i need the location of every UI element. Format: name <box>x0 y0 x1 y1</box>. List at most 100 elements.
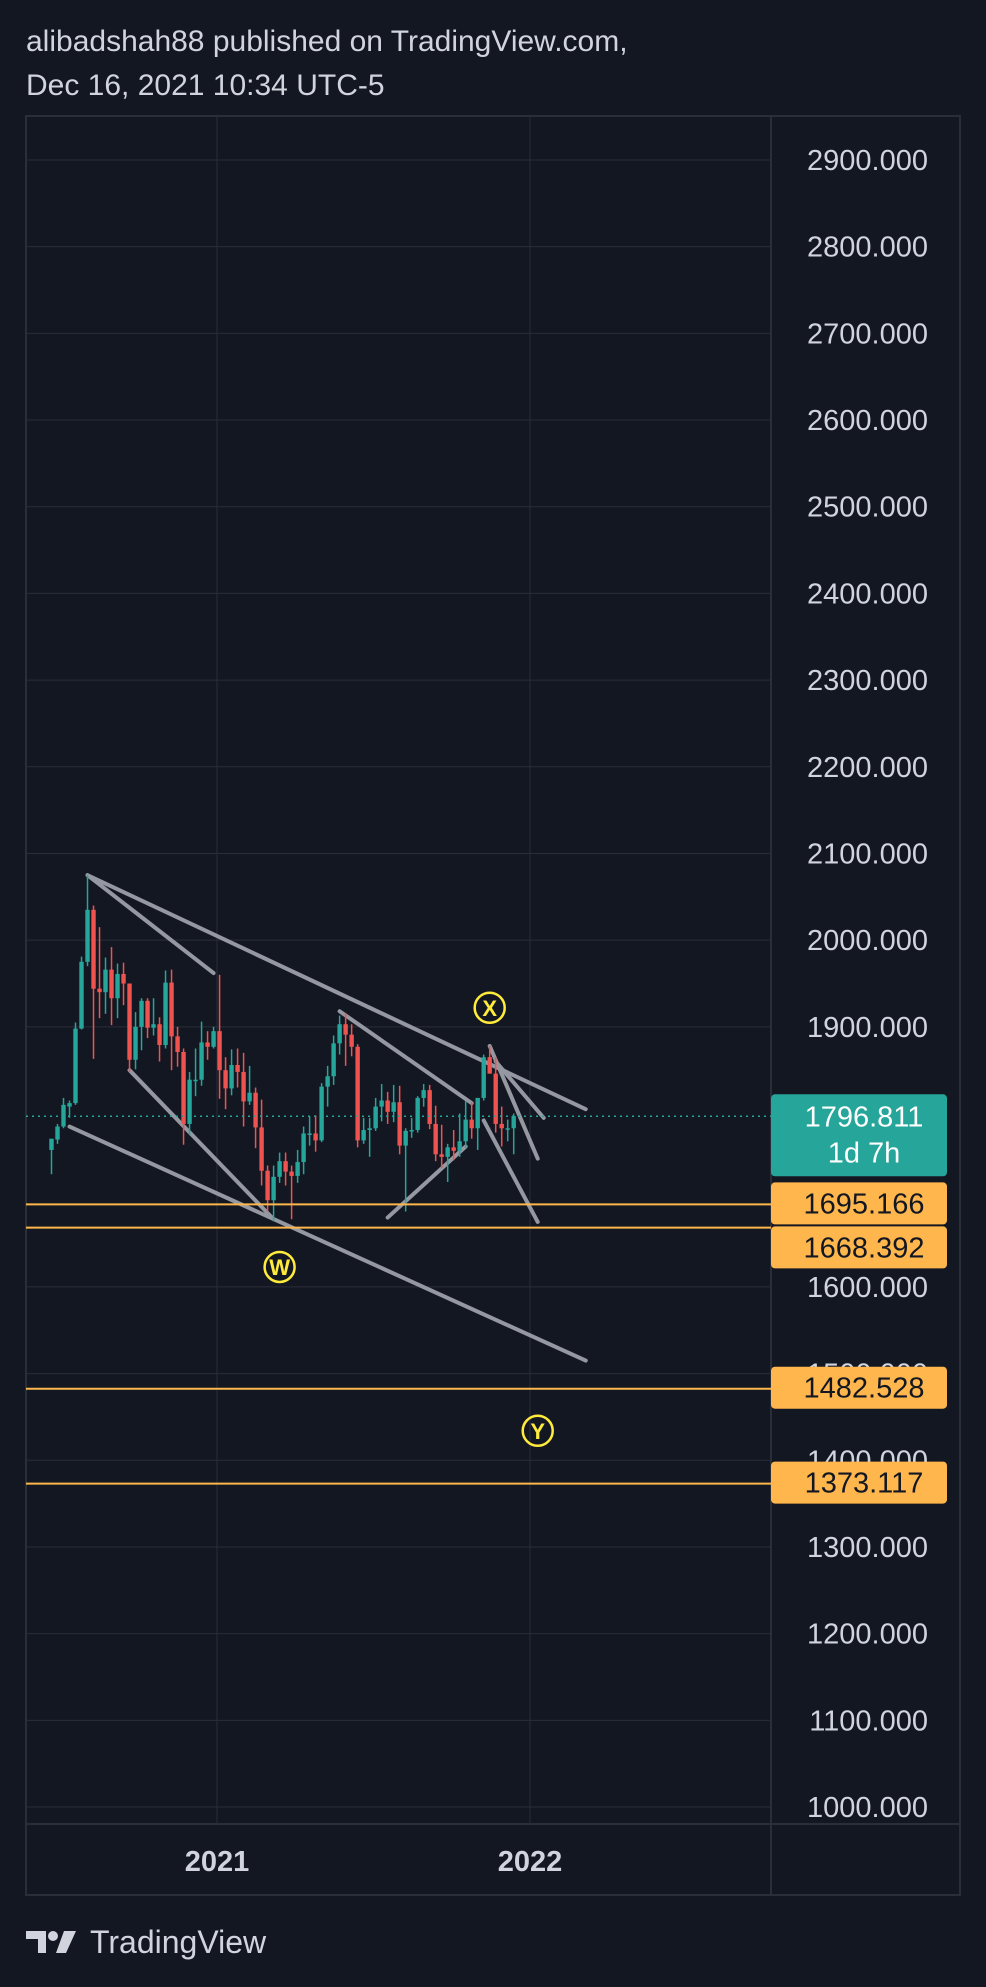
level-badge <box>771 1366 947 1409</box>
candle-body <box>253 1092 258 1128</box>
level-badge <box>771 1461 947 1504</box>
price-tick-label: 2500.000 <box>807 492 928 524</box>
candle-body <box>391 1102 396 1112</box>
price-scale[interactable]: 2900.000 2800.000 2700.000 2600.000 2500.000… <box>807 145 928 1824</box>
price-tick-label: 1100.000 <box>809 1705 928 1737</box>
candle-body <box>181 1051 186 1124</box>
candle-body <box>175 1036 180 1052</box>
time-tick-label: 2021 <box>185 1846 250 1878</box>
wave-label-text: Y <box>530 1419 545 1444</box>
candle-body <box>385 1100 390 1112</box>
candle-body <box>55 1126 60 1140</box>
candle-body <box>145 1000 150 1028</box>
chart-header: alibadshah88 published on TradingView.co… <box>26 20 628 108</box>
candle-body <box>337 1024 342 1044</box>
candle-body <box>271 1176 276 1201</box>
candle-body <box>265 1170 270 1201</box>
candle-body <box>457 1141 462 1151</box>
candle-body <box>277 1161 282 1177</box>
candle-body <box>409 1129 414 1132</box>
candle-body <box>313 1133 318 1141</box>
candle-body <box>373 1106 378 1129</box>
candle-body <box>199 1042 204 1080</box>
candle-body <box>421 1090 426 1098</box>
candle-body <box>433 1123 438 1155</box>
footer-brand: TradingView <box>90 1923 267 1960</box>
time-tick-label: 2022 <box>498 1846 563 1878</box>
trendline <box>493 1059 546 1120</box>
candle-body <box>157 1024 162 1046</box>
candle-body <box>415 1097 420 1130</box>
candle-body <box>331 1043 336 1077</box>
candle-body <box>505 1128 510 1130</box>
candle-body <box>115 973 120 999</box>
candle-body <box>397 1102 402 1146</box>
candle-body <box>361 1129 366 1141</box>
candle-body <box>121 973 126 984</box>
time-scale[interactable]: 2021 2022 <box>185 1846 563 1878</box>
price-tick-label: 2300.000 <box>807 665 928 697</box>
footer: TradingView <box>26 1920 266 1964</box>
candle-body <box>319 1086 324 1141</box>
current-price-label: 1796.811 <box>805 1101 924 1133</box>
level-badge <box>771 1182 947 1225</box>
candle-body <box>463 1119 468 1142</box>
candle-body <box>229 1064 234 1089</box>
trendline <box>67 1124 588 1363</box>
candle-body <box>427 1090 432 1124</box>
candle-body <box>283 1161 288 1172</box>
candle-body <box>247 1092 252 1102</box>
bar-countdown-label: 1d 7h <box>828 1137 901 1169</box>
candle-body <box>301 1133 306 1163</box>
price-tick-label: 2200.000 <box>807 752 928 784</box>
candle-body <box>127 983 132 1060</box>
candle-body <box>295 1162 300 1176</box>
price-tick-label: 1900.000 <box>807 1012 928 1044</box>
candle-body <box>169 982 174 1037</box>
price-tick-label: 1300.000 <box>807 1532 928 1564</box>
trendline <box>85 873 216 976</box>
price-badges: 1796.811 1d 7h 1695.166 1668.392 1482.528 137… <box>771 1094 947 1504</box>
candle-body <box>475 1097 480 1129</box>
candle-body <box>151 1024 156 1028</box>
candle-body <box>259 1127 264 1171</box>
trendline <box>127 1068 276 1222</box>
candle-body <box>235 1064 240 1072</box>
level-badge <box>771 1226 947 1269</box>
candle-body <box>379 1100 384 1107</box>
candle-body <box>469 1119 474 1129</box>
candle-body <box>109 969 114 999</box>
candle-body <box>217 1031 222 1071</box>
candlesticks <box>49 875 516 1222</box>
candle-body <box>343 1024 348 1035</box>
trendlines <box>67 873 588 1363</box>
candle-body <box>49 1138 54 1150</box>
candle-body <box>85 909 90 962</box>
current-price-badge <box>771 1094 947 1177</box>
wave-label-text: X <box>482 996 497 1021</box>
candle-body <box>163 982 168 1046</box>
chart-pane-border <box>25 115 961 1896</box>
candle-body <box>139 1000 144 1027</box>
wave-label-text: W <box>269 1255 290 1280</box>
wave-label-circle <box>521 1414 554 1448</box>
price-tick-label: 2900.000 <box>807 145 928 177</box>
level-badge-label: 1695.166 <box>804 1188 925 1220</box>
price-tick-label: 1200.000 <box>807 1619 928 1651</box>
candle-body <box>355 1046 360 1141</box>
level-badge-label: 1668.392 <box>804 1232 925 1264</box>
candle-body <box>349 1034 354 1047</box>
candle-body <box>439 1154 444 1157</box>
candle-body <box>223 1070 228 1089</box>
grid-lines <box>26 116 771 1824</box>
candle-body <box>67 1103 72 1107</box>
candle-body <box>367 1128 372 1130</box>
candle-body <box>451 1147 456 1151</box>
candle-body <box>487 1057 492 1074</box>
trendline <box>85 873 588 1112</box>
candle-body <box>325 1076 330 1087</box>
level-badge-label: 1482.528 <box>804 1373 925 1405</box>
candle-body <box>241 1071 246 1102</box>
candle-body <box>187 1079 192 1124</box>
